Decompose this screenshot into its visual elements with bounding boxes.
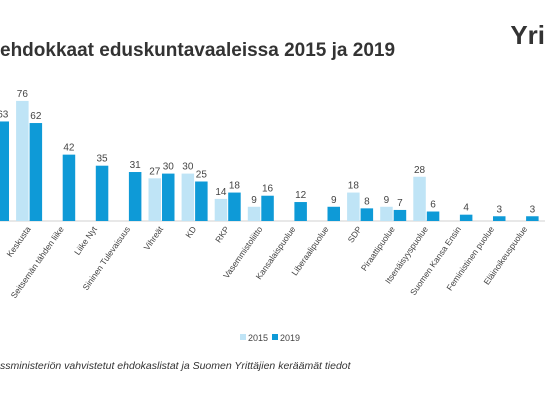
value-label: 3 [530,204,536,215]
value-label: 42 [63,143,75,154]
value-label: 3 [496,204,502,215]
bar [426,211,440,221]
value-label: 18 [229,181,241,192]
value-label: 12 [295,190,307,201]
value-label: 18 [348,181,360,192]
legend-swatch [272,334,278,340]
bar [459,214,473,221]
legend-label: 2019 [280,333,300,343]
category-label: KD [183,224,198,239]
chart-title: ehdokkaat eduskuntavaaleissa 2015 ja 201… [0,40,395,61]
category-label: Piraattipuolue [359,224,397,273]
bar [162,173,175,221]
value-label: 30 [163,162,175,173]
value-label: 35 [96,154,108,165]
bar [0,121,9,221]
value-label: 25 [196,170,208,181]
bar [247,206,261,221]
bar [493,216,506,221]
legend-swatch [240,334,246,340]
bar [526,216,539,221]
value-label: 16 [262,184,274,195]
value-label: 4 [463,203,469,214]
bar [380,206,393,221]
value-label: 27 [149,166,161,177]
bar [16,100,29,221]
value-label: 62 [30,111,42,122]
value-label: 31 [130,160,142,171]
value-label: 14 [215,187,227,198]
bar [95,165,109,221]
bar [128,172,142,221]
category-label: SDP [346,224,364,244]
category-label: Keskusta [4,224,32,259]
value-label: 6 [430,200,436,211]
bar [294,202,307,221]
category-label: Liike Nyt [72,224,99,257]
value-label: 9 [331,195,337,206]
value-label: 28 [414,165,426,176]
value-label: 30 [182,162,194,173]
bar [327,206,340,221]
bar [29,123,43,221]
bar [62,154,76,221]
category-label: RKP [213,224,231,244]
bar [347,192,360,221]
bar [148,178,161,221]
bar [228,192,241,221]
source-note: ssministeriön vahvistetut ehdokaslistat … [0,360,352,372]
bar [413,176,426,221]
bar [195,181,208,221]
bar [261,195,274,221]
bar [360,208,374,221]
value-label: 8 [364,196,370,207]
legend-label: 2015 [248,333,268,343]
bar [393,209,407,221]
value-label: 9 [384,195,390,206]
value-label: 7 [397,198,403,209]
value-label: 76 [17,89,29,100]
bar [181,173,195,221]
value-label: 9 [251,195,257,206]
category-label: Vihreät [142,224,166,252]
logo: Yri [510,20,545,50]
bar [214,198,228,221]
value-label: 63 [0,109,9,120]
